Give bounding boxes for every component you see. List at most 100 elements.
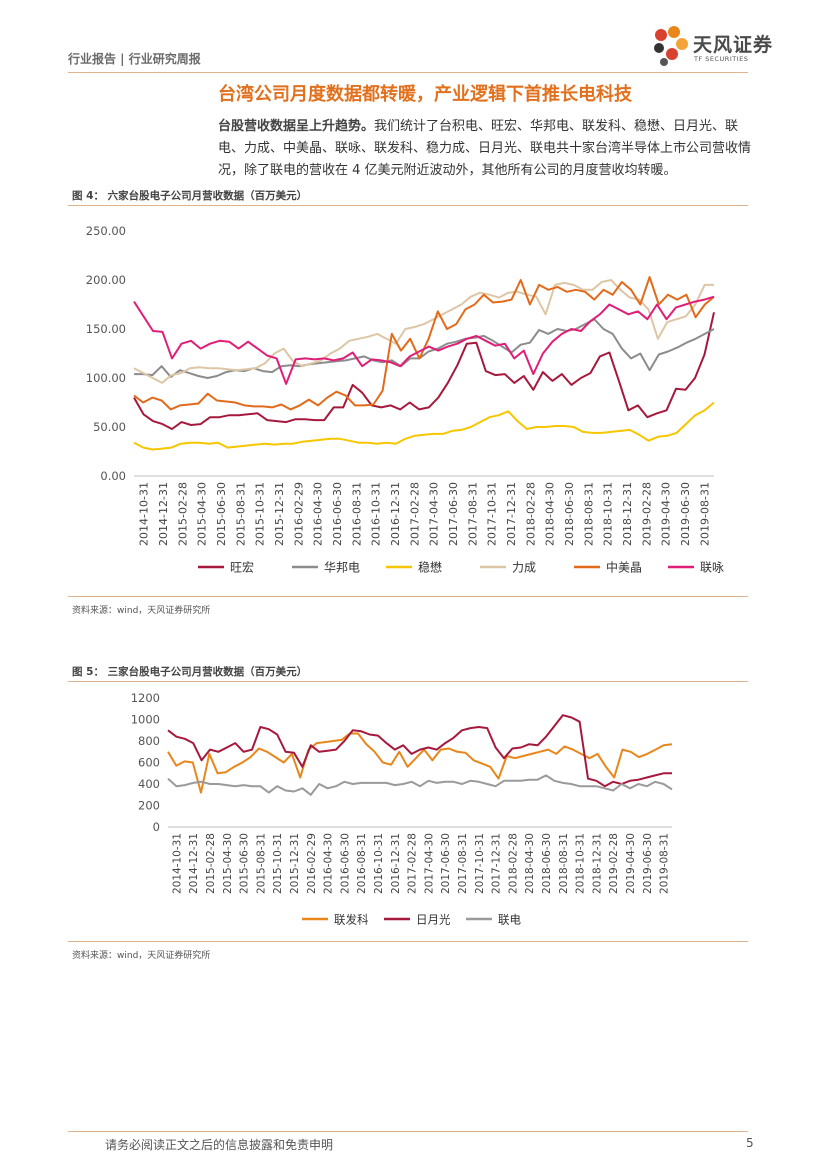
x-tick-label: 2016-06-30 bbox=[331, 482, 344, 546]
x-tick-label: 2018-04-30 bbox=[524, 833, 536, 894]
series-line-稳懋 bbox=[133, 401, 715, 451]
y-tick-label: 1000 bbox=[131, 713, 160, 727]
logo-name-en: TF SECURITIES bbox=[694, 55, 749, 63]
series-line-联发科 bbox=[167, 732, 673, 794]
x-tick-label: 2016-02-29 bbox=[292, 482, 305, 546]
x-tick-label: 2016-04-30 bbox=[312, 482, 325, 546]
x-tick-label: 2019-06-30 bbox=[679, 482, 692, 546]
legend-label: 旺宏 bbox=[230, 560, 254, 575]
y-tick-label: 200.00 bbox=[86, 273, 126, 287]
x-tick-label: 2017-08-31 bbox=[466, 482, 479, 546]
x-tick-label: 2015-02-28 bbox=[205, 833, 217, 894]
series-line-联咏 bbox=[133, 295, 715, 385]
x-tick-label: 2018-02-28 bbox=[507, 833, 519, 894]
legend-label: 中美晶 bbox=[606, 560, 642, 575]
x-tick-label: 2019-04-30 bbox=[660, 482, 673, 546]
x-tick-label: 2015-08-31 bbox=[255, 833, 267, 894]
x-tick-label: 2019-04-30 bbox=[625, 833, 637, 894]
y-tick-label: 800 bbox=[138, 734, 160, 748]
legend-label: 日月光 bbox=[416, 913, 451, 927]
x-tick-label: 2014-12-31 bbox=[157, 482, 170, 546]
figure5-source: 资料来源：wind，天风证券研究所 bbox=[72, 951, 211, 961]
x-tick-label: 2016-08-31 bbox=[350, 482, 363, 546]
x-tick-label: 2017-12-31 bbox=[491, 833, 503, 894]
series-line-中美晶 bbox=[133, 276, 715, 411]
x-tick-label: 2017-04-30 bbox=[428, 482, 441, 546]
legend-label: 稳懋 bbox=[418, 560, 442, 575]
header-divider bbox=[68, 72, 748, 73]
figure4-title: 图 4： 六家台股电子公司月营收数据（百万美元） bbox=[72, 190, 308, 202]
x-tick-label: 2017-02-28 bbox=[407, 833, 419, 894]
x-tick-label: 2014-10-31 bbox=[171, 833, 183, 894]
footer-disclaimer: 请务必阅读正文之后的信息披露和免责申明 bbox=[105, 1138, 334, 1152]
paragraph-body: 我们统计了台积电、旺宏、华邦电、联发科、稳懋、日月光、联电、力成、中美晶、联咏、… bbox=[218, 119, 752, 178]
x-tick-label: 2015-10-31 bbox=[254, 482, 267, 546]
series-line-旺宏 bbox=[133, 312, 715, 430]
series-line-力成 bbox=[133, 279, 714, 384]
x-tick-label: 2014-10-31 bbox=[138, 482, 151, 546]
y-tick-label: 0.00 bbox=[100, 469, 126, 483]
y-tick-label: 600 bbox=[138, 756, 160, 770]
x-tick-label: 2015-08-31 bbox=[234, 482, 247, 546]
report-header: 行业报告 | 行业研究周报 bbox=[68, 52, 201, 66]
legend-label: 联咏 bbox=[700, 561, 724, 575]
series-line-联电 bbox=[167, 774, 673, 796]
paragraph-lead: 台股营收数据呈上升趋势。 bbox=[218, 119, 375, 134]
footer-divider bbox=[68, 1131, 748, 1132]
x-tick-label: 2019-06-30 bbox=[642, 833, 654, 894]
section-title: 台湾公司月度数据都转暖，产业逻辑下首推长电科技 bbox=[218, 84, 632, 105]
x-tick-label: 2018-08-31 bbox=[558, 833, 570, 894]
x-tick-label: 2017-12-31 bbox=[505, 482, 518, 546]
figure5-chart: 1200 1000 800 600 400 200 0 2014-10-31 2014-12-3… bbox=[131, 691, 673, 927]
x-tick-label: 2018-12-31 bbox=[621, 482, 634, 546]
x-tick-label: 2015-10-31 bbox=[272, 833, 284, 894]
x-tick-label: 2015-06-30 bbox=[239, 833, 251, 894]
x-tick-label: 2016-06-30 bbox=[339, 833, 351, 894]
x-tick-label: 2018-02-28 bbox=[524, 482, 537, 546]
figure4-bottom-divider bbox=[68, 596, 748, 597]
x-tick-label: 2017-10-31 bbox=[474, 833, 486, 894]
x-tick-label: 2018-08-31 bbox=[582, 482, 595, 546]
legend-label: 联电 bbox=[498, 913, 521, 927]
legend-label: 联发科 bbox=[334, 913, 369, 927]
x-tick-label: 2016-12-31 bbox=[389, 482, 402, 546]
x-tick-label: 2017-06-30 bbox=[447, 482, 460, 546]
y-tick-label: 400 bbox=[138, 777, 160, 791]
legend-label: 力成 bbox=[512, 561, 536, 575]
x-tick-label: 2017-08-31 bbox=[457, 833, 469, 894]
x-tick-label: 2016-10-31 bbox=[370, 482, 383, 546]
x-tick-label: 2017-02-28 bbox=[408, 482, 421, 546]
x-tick-label: 2015-04-30 bbox=[222, 833, 234, 894]
y-tick-label: 0 bbox=[153, 820, 160, 834]
y-tick-label: 250.00 bbox=[86, 224, 126, 238]
body-paragraph: 台股营收数据呈上升趋势。我们统计了台积电、旺宏、华邦电、联发科、稳懋、日月光、联… bbox=[218, 116, 758, 182]
x-tick-label: 2019-08-31 bbox=[659, 833, 671, 894]
x-tick-label: 2015-12-31 bbox=[289, 833, 301, 894]
figure4-source: 资料来源：wind，天风证券研究所 bbox=[72, 606, 211, 616]
x-tick-label: 2018-06-30 bbox=[541, 833, 553, 894]
figure5-title: 图 5： 三家台股电子公司月营收数据（百万美元） bbox=[72, 666, 308, 678]
x-tick-label: 2018-06-30 bbox=[563, 482, 576, 546]
x-tick-label: 2015-12-31 bbox=[273, 482, 286, 546]
x-tick-label: 2017-10-31 bbox=[486, 482, 499, 546]
x-tick-label: 2016-04-30 bbox=[323, 833, 335, 894]
x-tick-label: 2014-12-31 bbox=[188, 833, 200, 894]
x-tick-label: 2016-02-29 bbox=[306, 833, 318, 894]
y-tick-label: 150.00 bbox=[86, 322, 126, 336]
y-tick-label: 1200 bbox=[131, 691, 160, 705]
figure5-divider bbox=[68, 681, 748, 682]
logo-name: 天风证券 bbox=[693, 34, 774, 56]
x-tick-label: 2015-06-30 bbox=[215, 482, 228, 546]
x-tick-label: 2017-04-30 bbox=[423, 833, 435, 894]
x-tick-label: 2016-10-31 bbox=[373, 833, 385, 894]
figure4-divider bbox=[68, 205, 748, 206]
x-tick-label: 2019-02-28 bbox=[608, 833, 620, 894]
y-tick-label: 200 bbox=[138, 799, 160, 813]
figure5-bottom-divider bbox=[68, 941, 748, 942]
x-tick-label: 2017-06-30 bbox=[440, 833, 452, 894]
page-number: 5 bbox=[746, 1136, 754, 1150]
x-tick-label: 2019-02-28 bbox=[640, 482, 653, 546]
x-tick-label: 2018-04-30 bbox=[544, 482, 557, 546]
x-tick-label: 2015-02-28 bbox=[176, 482, 189, 546]
legend-label: 华邦电 bbox=[324, 561, 360, 575]
